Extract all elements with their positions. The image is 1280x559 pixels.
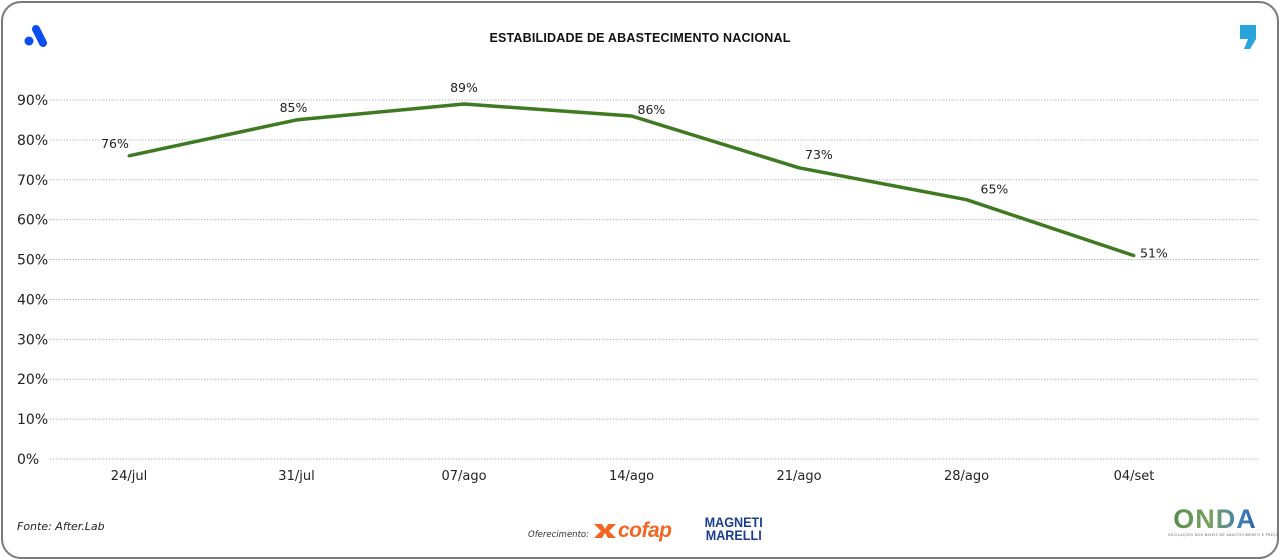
cofap-wordmark: cofap [618,519,672,542]
y-tick-label: 70% [17,173,48,189]
x-tick-label: 21/ago [776,469,821,484]
y-tick-label: 60% [17,213,48,229]
marelli-text: MARELLI [705,527,762,543]
x-tick-label: 28/ago [944,469,989,484]
onda-tagline: OSCILAÇÕES NOS NÍVEIS DE ABASTECIMENTO E… [1168,533,1280,537]
data-point [630,114,633,118]
y-tick-label: 0% [17,452,39,468]
data-label: 65% [981,182,1009,197]
x-tick-label: 24/jul [111,469,147,484]
source-note: Fonte: After.Lab [17,520,105,533]
comma-quote-icon [1240,25,1256,49]
y-tick-label: 90% [17,93,48,109]
x-tick-label: 14/ago [609,469,654,484]
y-tick-label: 10% [17,412,48,428]
data-label: 86% [638,102,666,117]
y-tick-label: 80% [17,133,48,149]
onda-wordmark: ONDA [1168,506,1262,533]
y-tick-label: 20% [17,372,48,388]
sponsor-label: Oferecimento: [528,530,589,540]
y-tick-label: 40% [17,292,48,308]
x-tick-label: 31/jul [278,469,314,484]
magneti-marelli-logo: MAGNETI MARELLI [704,514,763,543]
data-point [295,118,298,122]
data-point [462,102,466,106]
magneti-text: MAGNETI [704,514,763,530]
data-point [1132,254,1136,258]
brand-a-icon [24,25,47,47]
y-tick-label: 30% [17,332,48,348]
data-label: 85% [280,100,308,115]
data-point [965,198,968,202]
data-label: 73% [805,147,833,162]
x-tick-label: 04/set [1114,469,1155,484]
data-point [797,166,801,170]
cofap-x-icon [594,524,616,538]
data-label: 51% [1140,246,1168,261]
x-tick-label: 07/ago [441,469,486,484]
data-label: 89% [450,80,478,95]
cofap-logo: cofap [594,518,672,544]
data-label: 76% [101,136,129,151]
data-point [127,154,131,158]
onda-logo: ONDA OSCILAÇÕES NOS NÍVEIS DE ABASTECIME… [1168,506,1280,538]
y-tick-label: 50% [17,253,48,269]
chart-title: ESTABILIDADE DE ABASTECIMENTO NACIONAL [489,31,791,45]
